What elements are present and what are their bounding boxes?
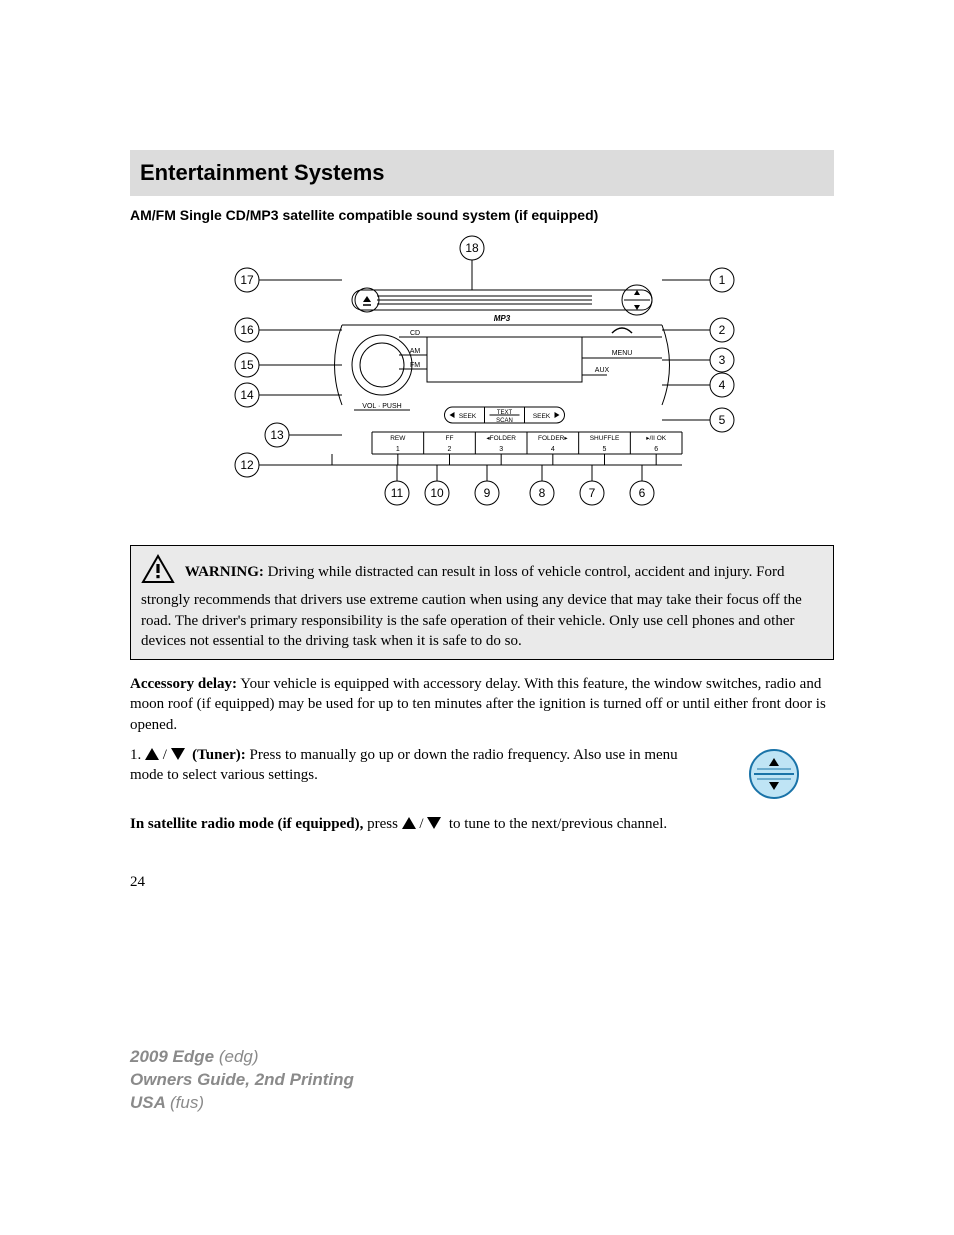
triangle-down-icon — [427, 817, 441, 829]
svg-text:3: 3 — [719, 353, 726, 367]
svg-text:16: 16 — [240, 323, 254, 337]
warning-icon — [141, 554, 175, 590]
svg-text:5: 5 — [719, 413, 726, 427]
svg-text:3: 3 — [499, 446, 503, 453]
svg-text:9: 9 — [484, 486, 491, 500]
section-title: Entertainment Systems — [140, 160, 824, 186]
svg-text:5: 5 — [603, 446, 607, 453]
svg-text:4: 4 — [719, 378, 726, 392]
accessory-para: Accessory delay: Your vehicle is equippe… — [130, 674, 834, 735]
svg-text:6: 6 — [654, 446, 658, 453]
svg-text:CD: CD — [410, 330, 420, 337]
diagram-svg: MP3VOL · PUSHCDAMFMMENUAUXSEEKTEXTSCANSE… — [222, 230, 742, 520]
tuner-label: (Tuner): — [192, 747, 246, 763]
footer-l1-bold: 2009 Edge — [130, 1047, 214, 1066]
svg-text:MENU: MENU — [612, 350, 633, 357]
svg-text:18: 18 — [465, 241, 479, 255]
warning-box: WARNING: Driving while distracted can re… — [130, 545, 834, 660]
triangle-down-icon — [171, 748, 185, 760]
svg-text:SHUFFLE: SHUFFLE — [590, 435, 620, 442]
footer-l3-bold: USA — [130, 1093, 165, 1112]
accessory-label: Accessory delay: — [130, 676, 237, 692]
tuner-icon — [747, 747, 801, 801]
sat-mid: press — [367, 816, 398, 832]
section-header: Entertainment Systems — [130, 150, 834, 196]
triangle-up-icon — [402, 817, 416, 829]
svg-text:REW: REW — [390, 435, 406, 442]
tuner-row: 1. / (Tuner): Press to manually go up or… — [130, 745, 834, 806]
svg-text:15: 15 — [240, 358, 254, 372]
subheading: AM/FM Single CD/MP3 satellite compatible… — [130, 206, 834, 224]
svg-text:1: 1 — [719, 273, 726, 287]
svg-text:1: 1 — [396, 446, 400, 453]
sat-lead: In satellite radio mode (if equipped), — [130, 816, 363, 832]
svg-text:4: 4 — [551, 446, 555, 453]
svg-text:SCAN: SCAN — [496, 418, 513, 424]
svg-text:AM: AM — [410, 348, 421, 355]
svg-text:SEEK: SEEK — [533, 413, 551, 420]
svg-text:2: 2 — [719, 323, 726, 337]
page-number: 24 — [130, 874, 834, 891]
svg-text:FF: FF — [446, 435, 454, 442]
svg-text:14: 14 — [240, 388, 254, 402]
svg-text:▸/II OK: ▸/II OK — [646, 435, 667, 442]
svg-text:MP3: MP3 — [494, 314, 511, 323]
warning-label: WARNING: — [185, 564, 264, 580]
svg-text:FM: FM — [410, 362, 420, 369]
svg-text:7: 7 — [589, 486, 596, 500]
svg-text:17: 17 — [240, 273, 254, 287]
svg-text:6: 6 — [639, 486, 646, 500]
svg-text:10: 10 — [430, 486, 444, 500]
footer-line2: Owners Guide, 2nd Printing — [130, 1069, 354, 1092]
footer: 2009 Edge (edg) Owners Guide, 2nd Printi… — [130, 1046, 354, 1115]
tuner-icon-wrap — [714, 745, 834, 806]
svg-text:12: 12 — [240, 458, 254, 472]
triangle-up-icon — [145, 748, 159, 760]
footer-l1-light: (edg) — [219, 1047, 259, 1066]
svg-text:VOL · PUSH: VOL · PUSH — [362, 403, 401, 410]
page: Entertainment Systems AM/FM Single CD/MP… — [0, 0, 954, 1235]
radio-diagram: MP3VOL · PUSHCDAMFMMENUAUXSEEKTEXTSCANSE… — [130, 230, 834, 525]
svg-text:◂FOLDER: ◂FOLDER — [486, 435, 516, 442]
svg-text:AUX: AUX — [595, 367, 610, 374]
tuner-text-block: 1. / (Tuner): Press to manually go up or… — [130, 745, 684, 786]
svg-text:11: 11 — [391, 486, 404, 500]
footer-l3-light: (fus) — [170, 1093, 204, 1112]
svg-text:FOLDER▸: FOLDER▸ — [538, 435, 568, 442]
svg-text:2: 2 — [448, 446, 452, 453]
svg-text:13: 13 — [270, 428, 284, 442]
satellite-para: In satellite radio mode (if equipped), p… — [130, 814, 834, 834]
footer-line1: 2009 Edge (edg) — [130, 1046, 354, 1069]
sat-tail: to tune to the next/previous channel. — [449, 816, 667, 832]
tuner-prefix: 1. — [130, 747, 141, 763]
svg-text:SEEK: SEEK — [459, 413, 477, 420]
footer-line3: USA (fus) — [130, 1092, 354, 1115]
svg-text:8: 8 — [539, 486, 546, 500]
